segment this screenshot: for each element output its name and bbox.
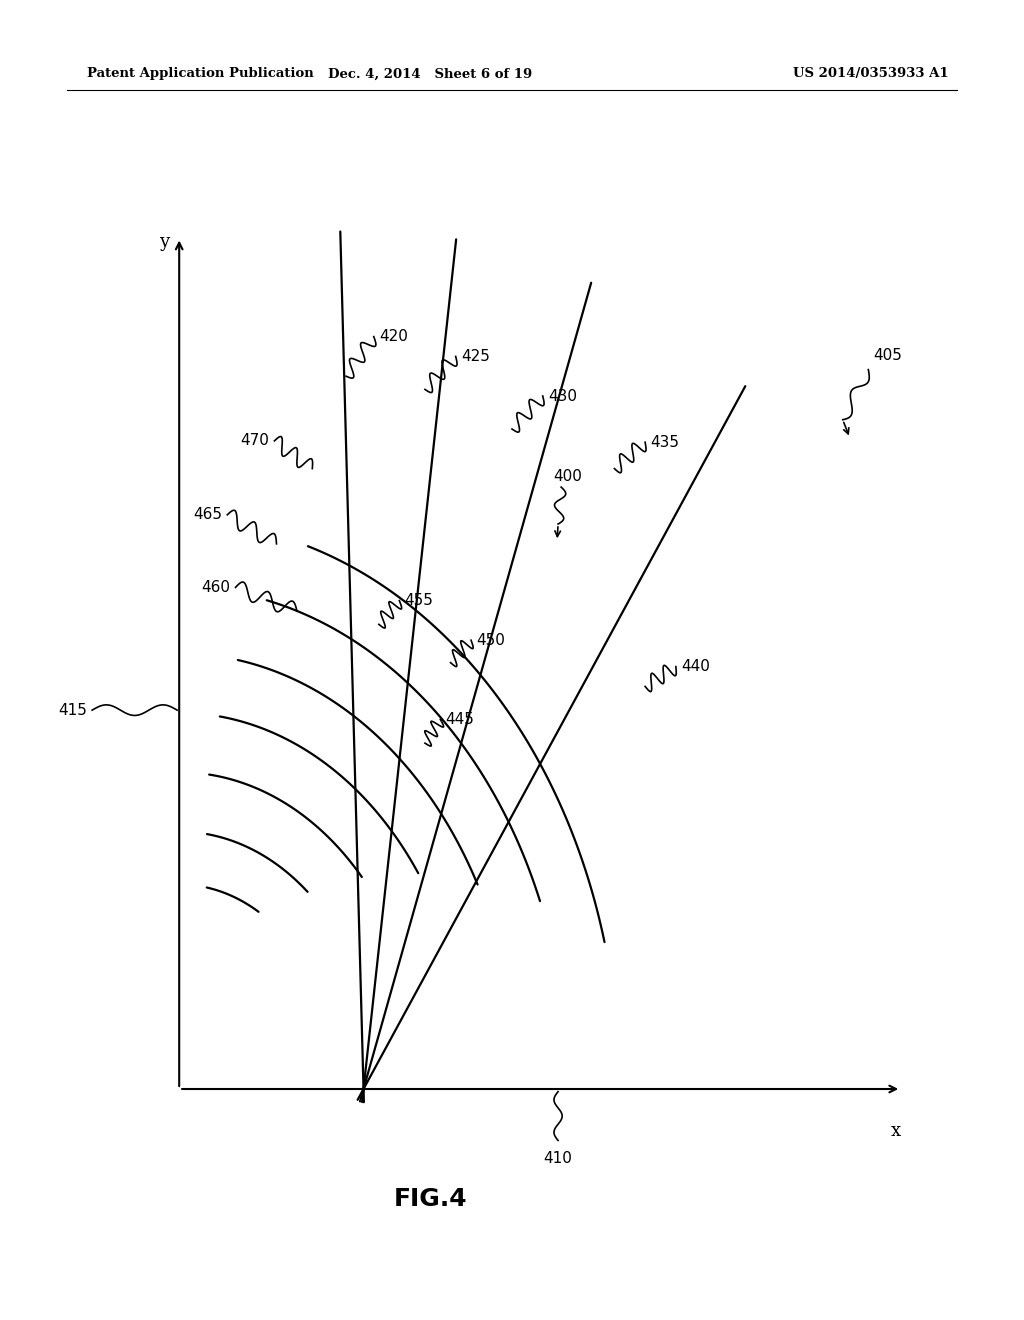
Text: y: y bbox=[159, 232, 169, 251]
Text: 410: 410 bbox=[544, 1151, 572, 1166]
Text: 460: 460 bbox=[202, 579, 230, 595]
Text: 455: 455 bbox=[404, 593, 433, 609]
Text: 415: 415 bbox=[58, 702, 87, 718]
Text: Dec. 4, 2014   Sheet 6 of 19: Dec. 4, 2014 Sheet 6 of 19 bbox=[328, 67, 532, 81]
Text: 470: 470 bbox=[241, 433, 269, 449]
Text: 465: 465 bbox=[194, 507, 222, 523]
Text: Patent Application Publication: Patent Application Publication bbox=[87, 67, 313, 81]
Text: US 2014/0353933 A1: US 2014/0353933 A1 bbox=[793, 67, 948, 81]
Text: 400: 400 bbox=[553, 470, 582, 484]
Text: 405: 405 bbox=[873, 348, 902, 363]
Text: 435: 435 bbox=[650, 434, 679, 450]
Text: 430: 430 bbox=[548, 388, 577, 404]
Text: 420: 420 bbox=[379, 329, 408, 345]
Text: 445: 445 bbox=[445, 711, 474, 727]
Text: 450: 450 bbox=[476, 632, 505, 648]
Text: x: x bbox=[891, 1122, 901, 1140]
Text: FIG.4: FIG.4 bbox=[393, 1187, 467, 1210]
Text: 440: 440 bbox=[681, 659, 710, 675]
Text: 425: 425 bbox=[461, 348, 489, 364]
